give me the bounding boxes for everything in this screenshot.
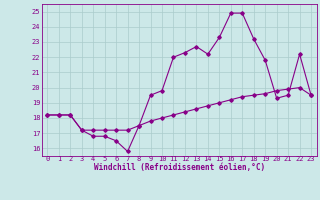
- X-axis label: Windchill (Refroidissement éolien,°C): Windchill (Refroidissement éolien,°C): [94, 163, 265, 172]
